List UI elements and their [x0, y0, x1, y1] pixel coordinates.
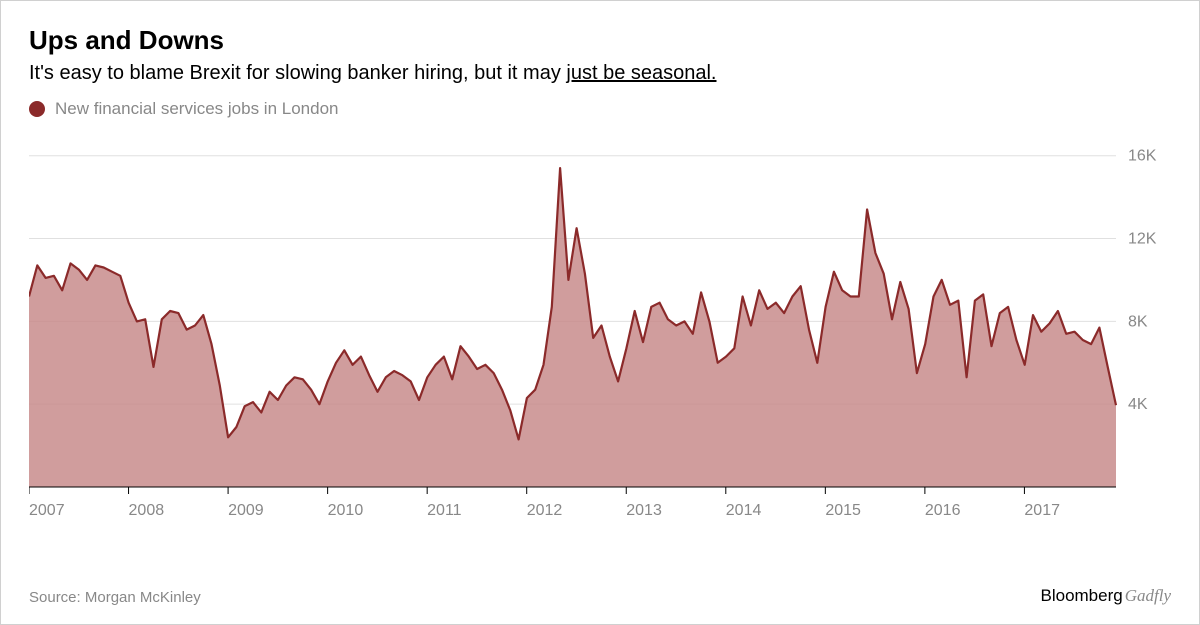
chart-plot-area: 4K 8K 12K 16K 2007 2008 2009 2010 2011 2012 2013 20… [29, 129, 1171, 529]
chart-container: Ups and Downs It's easy to blame Brexit … [0, 0, 1200, 625]
chart-title: Ups and Downs [29, 25, 1171, 56]
svg-text:2016: 2016 [925, 502, 961, 519]
svg-text:2009: 2009 [228, 502, 264, 519]
svg-text:2007: 2007 [29, 502, 65, 519]
source-text: Source: Morgan McKinley [29, 589, 201, 606]
legend: New financial services jobs in London [29, 99, 1171, 119]
area-chart-svg: 4K 8K 12K 16K 2007 2008 2009 2010 2011 2012 2013 20… [29, 129, 1171, 529]
brand-part2: Gadfly [1125, 586, 1171, 606]
svg-text:2008: 2008 [129, 502, 165, 519]
legend-marker [29, 101, 45, 117]
svg-text:2014: 2014 [726, 502, 762, 519]
chart-footer: Source: Morgan McKinley BloombergGadfly [29, 586, 1171, 606]
brand-part1: Bloomberg [1041, 586, 1123, 606]
svg-text:2012: 2012 [527, 502, 563, 519]
brand-logo: BloombergGadfly [1041, 586, 1172, 606]
chart-subtitle: It's easy to blame Brexit for slowing ba… [29, 62, 1171, 85]
svg-text:12K: 12K [1128, 231, 1157, 248]
svg-text:2011: 2011 [427, 502, 462, 519]
svg-text:4K: 4K [1128, 396, 1148, 413]
svg-text:16K: 16K [1128, 148, 1157, 165]
svg-text:2013: 2013 [626, 502, 662, 519]
svg-text:2015: 2015 [825, 502, 861, 519]
svg-text:2017: 2017 [1024, 502, 1060, 519]
svg-text:8K: 8K [1128, 313, 1148, 330]
subtitle-underlined: just be seasonal. [566, 62, 716, 84]
subtitle-text: It's easy to blame Brexit for slowing ba… [29, 62, 566, 84]
svg-text:2010: 2010 [328, 502, 364, 519]
legend-label: New financial services jobs in London [55, 99, 339, 119]
